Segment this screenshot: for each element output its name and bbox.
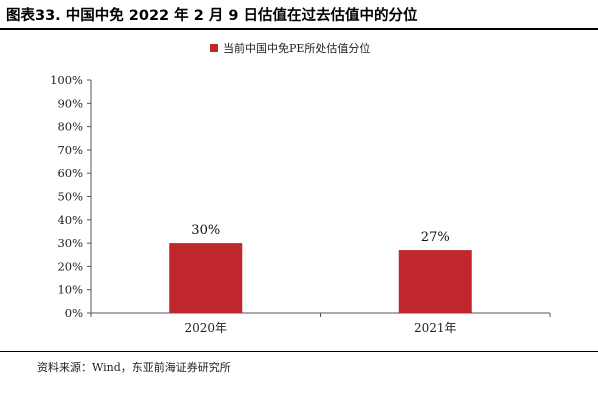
y-tick-label: 60%: [57, 166, 83, 180]
legend: 当前中国中免PE所处估值分位: [210, 41, 370, 55]
bottom-rule: [0, 351, 598, 352]
y-tick-label: 50%: [57, 190, 83, 204]
y-axis-ticks: 0% 10% 20% 30% 40% 50% 60% 70% 80% 90% 100%: [50, 73, 91, 320]
legend-label: 当前中国中免PE所处估值分位: [223, 41, 370, 55]
bar: [169, 243, 243, 313]
source-note: 资料来源：Wind，东亚前海证券研究所: [37, 361, 231, 374]
legend-swatch: [210, 44, 218, 52]
y-tick-label: 10%: [57, 283, 83, 297]
bar: [398, 250, 472, 313]
bar-data-label: 30%: [191, 223, 220, 238]
x-tick-label: 2020年: [184, 321, 227, 335]
y-tick-label: 20%: [57, 259, 83, 273]
y-tick-label: 0%: [65, 306, 83, 320]
y-tick-label: 80%: [57, 120, 83, 134]
y-tick-label: 70%: [57, 143, 83, 157]
top-rule: [0, 28, 598, 30]
x-axis-ticks: 2020年 2021年: [90, 313, 551, 335]
y-tick-label: 100%: [50, 73, 83, 87]
bars: 30% 27%: [169, 223, 472, 313]
y-tick-label: 90%: [57, 96, 83, 110]
y-tick-label: 40%: [57, 213, 83, 227]
y-tick-label: 30%: [57, 236, 83, 250]
x-tick-label: 2021年: [414, 321, 457, 335]
bar-data-label: 27%: [421, 230, 450, 245]
chart-title: 图表33. 中国中免 2022 年 2 月 9 日估值在过去估值中的分位: [6, 8, 418, 24]
bar-chart: 当前中国中免PE所处估值分位 0% 10% 20% 30% 40% 50% 60% 70% 80…: [50, 41, 551, 335]
